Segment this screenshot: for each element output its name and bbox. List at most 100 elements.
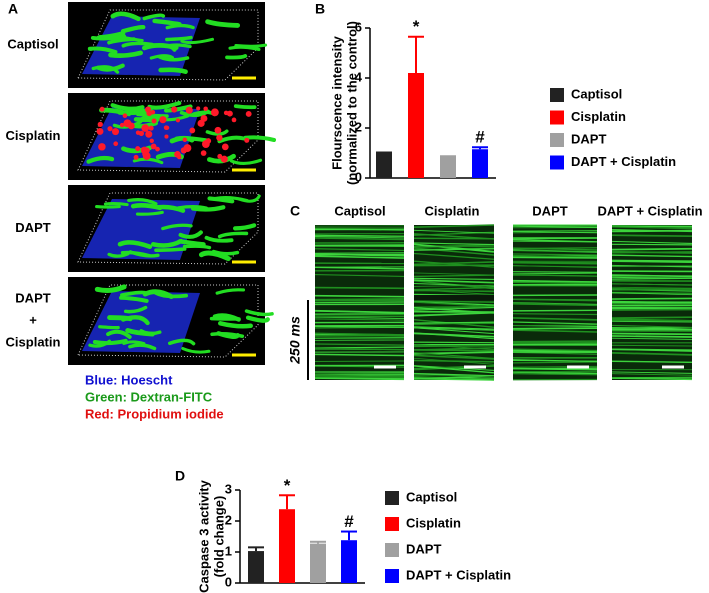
scan-streak bbox=[413, 343, 495, 350]
vessel bbox=[212, 313, 241, 322]
vessel bbox=[88, 339, 112, 348]
legend-swatch bbox=[385, 517, 399, 531]
legend-swatch bbox=[550, 110, 564, 125]
vessel bbox=[169, 135, 195, 144]
y-tick-label: 2 bbox=[225, 512, 232, 527]
vessel bbox=[158, 67, 188, 74]
scan-streak bbox=[413, 326, 495, 330]
vessel bbox=[141, 43, 179, 51]
vessel bbox=[122, 340, 146, 346]
scan-streak bbox=[314, 255, 405, 259]
scan-streak bbox=[512, 321, 598, 325]
bar bbox=[310, 543, 326, 583]
time-scale-label: 250 ms bbox=[287, 316, 303, 365]
scan-streak bbox=[512, 372, 598, 376]
scan-streak bbox=[512, 272, 598, 275]
pi-nucleus bbox=[223, 110, 229, 116]
scan-streak bbox=[314, 374, 405, 378]
pi-nucleus bbox=[145, 130, 153, 138]
scan-streak bbox=[611, 254, 693, 258]
vessel bbox=[217, 231, 249, 239]
bar bbox=[408, 73, 424, 178]
pi-nucleus bbox=[96, 127, 104, 135]
legend-label: Cisplatin bbox=[571, 109, 626, 124]
legend-label: Captisol bbox=[406, 489, 457, 504]
pi-nucleus bbox=[150, 143, 157, 150]
legend-swatch bbox=[550, 133, 564, 147]
significance-mark: # bbox=[475, 128, 485, 147]
vessel bbox=[179, 109, 210, 118]
vessel bbox=[86, 155, 115, 164]
scan-streak bbox=[611, 264, 693, 268]
pi-nucleus bbox=[189, 127, 196, 134]
pi-nucleus bbox=[99, 106, 105, 112]
pi-nucleus bbox=[144, 106, 151, 113]
scan-streak bbox=[314, 286, 405, 290]
scan-streak bbox=[413, 252, 495, 260]
vessel bbox=[94, 284, 127, 293]
vessel bbox=[244, 309, 274, 317]
y-tick-label: 3 bbox=[225, 481, 232, 496]
scan-streak bbox=[413, 311, 495, 317]
scan-streak bbox=[512, 271, 598, 273]
pi-nucleus bbox=[245, 111, 252, 117]
scan-streak bbox=[314, 372, 405, 376]
scan-streak bbox=[512, 274, 598, 277]
vessel bbox=[229, 158, 263, 166]
scan-streak bbox=[611, 286, 693, 289]
row-label: DAPT bbox=[15, 290, 50, 305]
vessel bbox=[167, 338, 196, 346]
scan-streak bbox=[611, 308, 693, 311]
vessel bbox=[190, 205, 226, 212]
scan-streak bbox=[413, 344, 495, 348]
scan-streak bbox=[512, 340, 598, 343]
scan-streak bbox=[413, 321, 495, 324]
scan-streak bbox=[611, 243, 693, 246]
vessel bbox=[117, 240, 153, 249]
vessel bbox=[92, 338, 128, 346]
scan-streak bbox=[413, 300, 495, 303]
scan-streak bbox=[413, 327, 495, 331]
y-tick-label: 2 bbox=[355, 119, 362, 134]
legend-label: DAPT bbox=[571, 131, 606, 146]
y-tick-label: 4 bbox=[355, 69, 363, 84]
pi-nucleus bbox=[214, 126, 222, 134]
vessel bbox=[123, 305, 148, 314]
row-label: Cisplatin bbox=[6, 128, 61, 143]
scan-streak bbox=[611, 259, 693, 262]
scan-streak bbox=[314, 318, 405, 321]
row-label: Captisol bbox=[7, 36, 58, 51]
scan-streak bbox=[512, 313, 598, 316]
scan-streak bbox=[512, 341, 598, 345]
scan-streak bbox=[611, 247, 693, 251]
scan-streak bbox=[611, 283, 693, 286]
scan-streak bbox=[512, 256, 598, 259]
legend-swatch bbox=[385, 491, 399, 505]
vessel bbox=[139, 329, 162, 336]
scan-streak bbox=[611, 260, 693, 263]
scan-streak bbox=[512, 239, 598, 243]
pi-nucleus bbox=[216, 134, 223, 141]
scan-streak bbox=[611, 348, 693, 352]
stain-legend: Blue: Hoescht bbox=[85, 372, 173, 387]
row-label: Cisplatin bbox=[6, 334, 61, 349]
vessel bbox=[214, 195, 249, 203]
scan-streak bbox=[512, 253, 598, 256]
bar bbox=[341, 540, 357, 583]
pi-nucleus bbox=[148, 125, 154, 131]
pi-nucleus bbox=[159, 116, 167, 124]
scan-streak bbox=[611, 326, 693, 330]
scan-streak bbox=[512, 265, 598, 268]
scan-streak bbox=[512, 327, 598, 330]
bar bbox=[248, 551, 264, 583]
pi-nucleus bbox=[201, 140, 210, 148]
scan-streak bbox=[413, 310, 495, 313]
vessel bbox=[182, 244, 212, 250]
bar bbox=[440, 156, 456, 178]
scan-streak bbox=[413, 289, 495, 293]
scan-streak bbox=[314, 309, 405, 314]
scan-streak bbox=[314, 298, 405, 301]
column-label: DAPT + Cisplatin bbox=[597, 203, 702, 218]
scan-streak bbox=[611, 373, 693, 376]
scan-streak bbox=[413, 245, 495, 248]
